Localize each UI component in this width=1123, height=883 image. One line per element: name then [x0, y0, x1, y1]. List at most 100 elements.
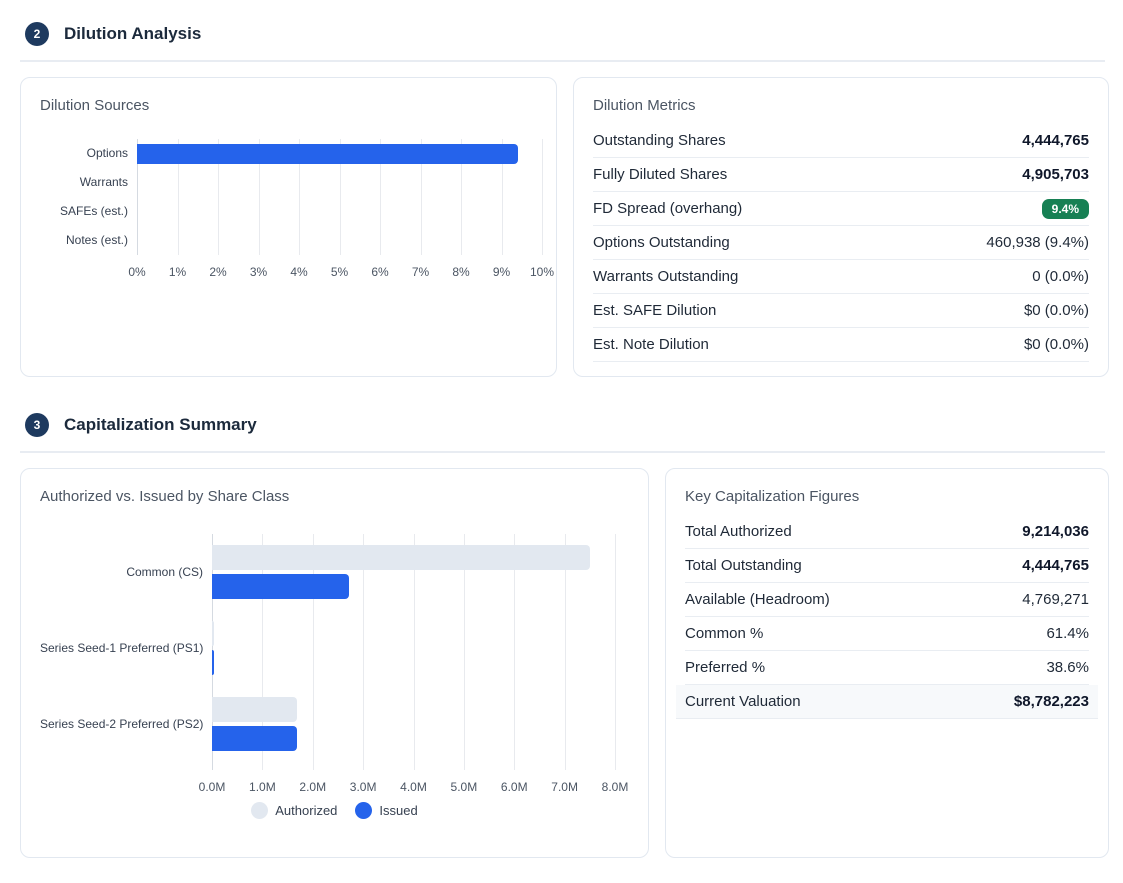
gridline: [413, 534, 415, 770]
gridline: [339, 139, 341, 255]
metric-row: Common % 61.4%: [685, 617, 1089, 651]
section-header-capitalization-summary: 3 Capitalization Summary: [25, 413, 257, 437]
gridline: [461, 139, 462, 255]
x-axis-tick-label: 3.0M: [349, 780, 377, 794]
metric-value: 61.4%: [1046, 625, 1089, 642]
gridline: [564, 534, 566, 770]
authorized-bar: [212, 697, 298, 722]
section-number-badge: 3: [25, 413, 49, 437]
metric-label: Options Outstanding: [593, 234, 730, 251]
metric-value: 4,905,703: [1022, 166, 1089, 183]
metric-row: Options Outstanding 460,938 (9.4%): [593, 226, 1089, 260]
metric-label: Total Outstanding: [685, 557, 802, 574]
metric-label: Fully Diluted Shares: [593, 166, 728, 183]
x-axis-tick-label: 4.0M: [400, 780, 427, 794]
gridline: [514, 534, 516, 770]
card-title: Key Capitalization Figures: [685, 488, 860, 505]
dilution-metrics-table: Outstanding Shares 4,444,765 Fully Diluted…: [593, 124, 1089, 362]
legend-label: Authorized: [275, 803, 338, 818]
gridline: [420, 139, 422, 255]
section-divider: [20, 60, 1105, 62]
x-axis-tick-label: 0.0M: [198, 780, 226, 794]
legend-item-authorized: Authorized: [251, 802, 337, 819]
metric-label: Total Authorized: [685, 523, 792, 540]
key-capitalization-figures-card: Key Capitalization Figures Total Authori…: [665, 468, 1109, 858]
section-title: Dilution Analysis: [64, 24, 202, 43]
gridline: [312, 534, 314, 770]
metric-value: 4,444,765: [1022, 132, 1089, 149]
gridline: [463, 534, 465, 770]
legend-item-issued: Issued: [355, 802, 418, 819]
category-label: Options: [86, 146, 128, 160]
metric-label: Warrants Outstanding: [593, 268, 739, 285]
card-title: Authorized vs. Issued by Share Class: [40, 488, 290, 505]
metric-row: Preferred % 38.6%: [685, 651, 1089, 685]
dilution-bar: [137, 143, 518, 164]
metric-value: 0 (0.0%): [1032, 268, 1089, 285]
category-label: Common (CS): [126, 565, 203, 579]
metric-value: $8,782,223: [1013, 693, 1089, 710]
gridline: [262, 534, 264, 770]
metric-row: Current Valuation $8,782,223: [676, 685, 1098, 719]
card-title: Dilution Metrics: [593, 97, 696, 114]
gridline: [218, 139, 219, 255]
metric-label: Est. Note Dilution: [593, 336, 709, 353]
gridline: [363, 534, 365, 770]
section-header-dilution-analysis: 2 Dilution Analysis: [25, 22, 201, 46]
card-title: Dilution Sources: [40, 97, 150, 114]
metric-value: 9,214,036: [1022, 523, 1089, 540]
gridline: [542, 139, 543, 255]
metric-row: Est. Note Dilution $0 (0.0%): [593, 328, 1089, 362]
authorized-swatch: [251, 802, 269, 819]
x-axis-tick-label: 8%: [452, 265, 470, 279]
gridline: [615, 534, 616, 770]
metric-label: Available (Headroom): [685, 591, 830, 608]
metric-label: Est. SAFE Dilution: [593, 302, 717, 319]
metric-row: Available (Headroom) 4,769,271: [685, 583, 1089, 617]
legend-label: Issued: [379, 803, 418, 818]
dilution-sources-chart: 0% 1% 2% 3% 4% 5% 6% 7% 8% 9% 10% Options Warrants SA…: [40, 139, 554, 289]
key-capitalization-table: Total Authorized 9,214,036 Total Outstandi…: [676, 515, 1098, 719]
authorized-bar: [212, 545, 590, 570]
metric-value-badge: 9.4%: [1041, 198, 1089, 219]
metric-label: Current Valuation: [685, 693, 801, 710]
x-axis-tick-label: 0%: [128, 265, 146, 279]
issued-bar: [212, 574, 350, 599]
x-axis-tick-label: 6%: [371, 265, 389, 279]
x-axis-tick-label: 7%: [411, 265, 430, 279]
gridline: [177, 139, 179, 255]
category-label: Warrants: [79, 175, 128, 189]
metric-value: 4,769,271: [1022, 591, 1089, 608]
issued-bar: [212, 726, 298, 751]
metric-label: FD Spread (overhang): [593, 200, 743, 217]
gridline: [258, 139, 260, 255]
section-number-badge: 2: [25, 22, 49, 46]
x-axis-tick-label: 2%: [209, 265, 227, 279]
x-axis-tick-label: 1%: [168, 265, 187, 279]
authorized-bar: [212, 621, 214, 646]
metric-value: $0 (0.0%): [1023, 336, 1089, 353]
x-axis-tick-label: 9%: [492, 265, 511, 279]
metric-value: 38.6%: [1046, 659, 1089, 676]
x-axis-tick-label: 5.0M: [450, 780, 478, 794]
section-divider: [20, 451, 1105, 453]
authorized-vs-issued-card: Authorized vs. Issued by Share Class 0.0…: [20, 468, 649, 858]
metric-label: Outstanding Shares: [593, 132, 726, 149]
metric-row: Est. SAFE Dilution $0 (0.0%): [593, 294, 1089, 328]
gridline: [137, 139, 138, 255]
metric-row: Outstanding Shares 4,444,765: [593, 124, 1089, 158]
dilution-sources-card: Dilution Sources 0% 1% 2% 3% 4% 5% 6% 7% 8% 9% 10%…: [20, 77, 557, 377]
metric-value: $0 (0.0%): [1023, 302, 1089, 319]
x-axis-tick-label: 5%: [330, 265, 349, 279]
metric-label: Preferred %: [685, 659, 766, 676]
category-label: Notes (est.): [65, 233, 128, 247]
issued-bar: [212, 650, 214, 675]
category-label: Series Seed-2 Preferred (PS2): [40, 717, 204, 731]
x-axis-tick-label: 7.0M: [551, 780, 578, 794]
x-axis-tick-label: 6.0M: [500, 780, 528, 794]
section-title: Capitalization Summary: [64, 415, 257, 434]
gridline: [501, 139, 503, 255]
x-axis-tick-label: 2.0M: [299, 780, 327, 794]
dilution-metrics-card: Dilution Metrics Outstanding Shares 4,444…: [573, 77, 1109, 377]
x-axis-tick-label: 4%: [290, 265, 308, 279]
